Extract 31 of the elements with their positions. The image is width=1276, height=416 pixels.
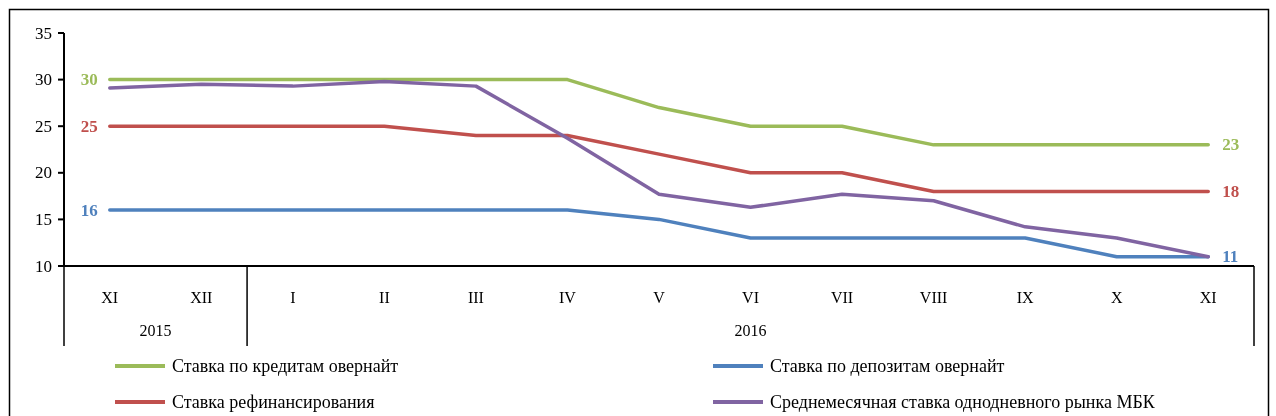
legend-label: Среднемесячная ставка однодневного рынка МБК xyxy=(770,392,1156,412)
x-tick-label: IV xyxy=(559,288,577,306)
x-tick-label: XII xyxy=(190,288,213,306)
x-tick-label: III xyxy=(467,288,484,306)
text: 2016 xyxy=(734,321,767,339)
y-tick-label: 15 xyxy=(35,209,52,229)
legend-label: Ставка рефинансирования xyxy=(172,392,375,412)
data-label: 23 xyxy=(1222,135,1240,155)
data-label: 11 xyxy=(1222,247,1239,267)
x-tick-label: V xyxy=(653,288,666,306)
legend-label: Ставка по депозитам овернайт xyxy=(770,356,1005,376)
y-tick-label: 30 xyxy=(35,70,52,90)
x-tick-label: IX xyxy=(1016,288,1035,306)
y-tick-label: 35 xyxy=(35,23,52,43)
x-tick-label: II xyxy=(379,288,390,306)
x-tick-label: XI xyxy=(101,288,119,306)
data-label: 25 xyxy=(80,116,98,136)
x-tick-label: VII xyxy=(830,288,854,306)
text: 2015 xyxy=(139,321,172,339)
data-label: 30 xyxy=(80,70,98,90)
x-tick-label: XI xyxy=(1199,288,1217,306)
data-label: 18 xyxy=(1222,181,1240,201)
x-tick-label: I xyxy=(290,288,296,306)
y-tick-label: 25 xyxy=(35,116,52,136)
y-tick-label: 20 xyxy=(35,163,52,183)
x-tick-label: VI xyxy=(742,288,759,306)
x-tick-label: X xyxy=(1110,288,1123,306)
x-tick-label: VIII xyxy=(919,288,948,306)
legend-label: Ставка по кредитам овернайт xyxy=(172,356,399,376)
data-label: 16 xyxy=(80,200,98,220)
y-tick-label: 10 xyxy=(35,256,52,276)
